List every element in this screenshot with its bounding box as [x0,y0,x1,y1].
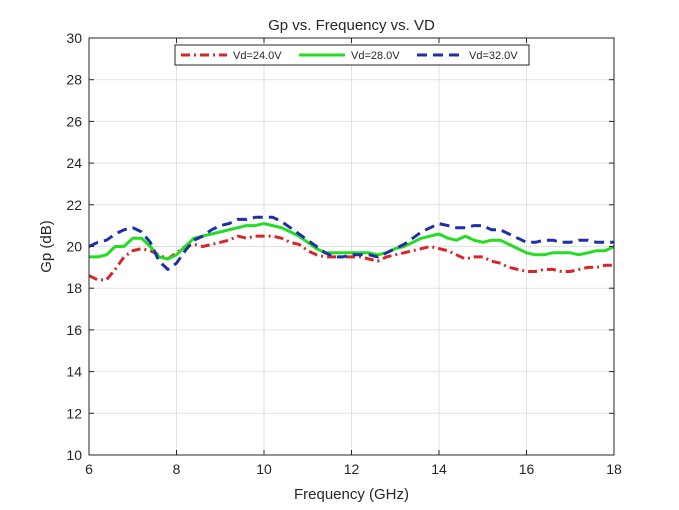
y-tick-label: 18 [66,280,82,296]
y-tick-label: 20 [66,239,82,255]
legend-label-1: Vd=24.0V [233,50,282,62]
axis-ticks: 6 8 10 12 14 16 18 10 12 14 16 18 20 22 24 26 28 30 [66,30,622,477]
y-axis-label: Gp (dB) [38,220,55,273]
x-tick-label: 18 [606,461,622,477]
x-tick-label: 6 [85,461,93,477]
x-tick-label: 8 [173,461,181,477]
y-tick-label: 12 [66,405,82,421]
series-line-1 [88,234,614,282]
y-tick-label: 22 [66,197,82,213]
series-line-3 [88,215,614,271]
series-layer [88,215,615,282]
x-tick-label: 12 [344,461,360,477]
legend-label-2: Vd=28.0V [351,50,400,62]
x-tick-label: 14 [431,461,447,477]
y-tick-label: 26 [66,113,82,129]
series-line-2 [89,222,615,261]
y-tick-label: 14 [66,364,82,380]
chart-title: Gp vs. Frequency vs. VD [268,17,435,34]
legend: Vd=24.0V Vd=28.0V Vd=32.0V [174,44,530,66]
y-tick-label: 10 [66,447,82,463]
legend-label-3: Vd=32.0V [469,50,518,62]
legend-box [174,44,530,66]
x-tick-label: 16 [519,461,535,477]
y-tick-label: 30 [66,30,82,46]
y-tick-label: 24 [66,155,82,171]
x-axis-label: Frequency (GHz) [294,486,409,503]
y-tick-label: 16 [66,322,82,338]
y-tick-label: 28 [66,72,82,88]
x-tick-label: 10 [256,461,272,477]
